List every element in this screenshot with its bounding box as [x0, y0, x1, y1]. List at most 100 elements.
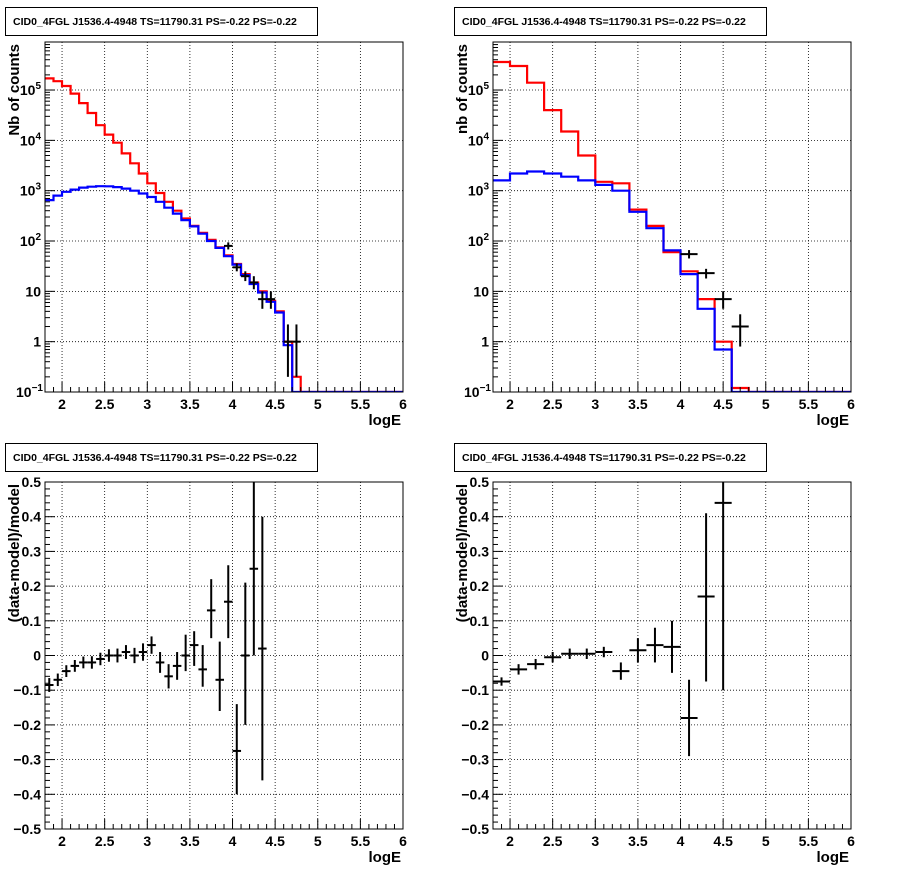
data-point	[697, 268, 715, 279]
grid	[45, 482, 403, 829]
data-point	[232, 263, 242, 272]
series-line-2	[493, 170, 851, 392]
y-tick-label: −0.2	[461, 717, 489, 733]
data-point	[697, 513, 715, 682]
data-point	[53, 673, 63, 687]
data-point	[629, 638, 647, 663]
data-point	[258, 291, 267, 309]
data-point	[87, 656, 97, 669]
x-tick-label: 6	[847, 396, 855, 412]
x-tick-label: 2	[506, 396, 514, 412]
data-point	[62, 665, 71, 678]
x-tick-label: 3	[591, 833, 599, 849]
data-point	[612, 662, 630, 680]
data-point	[578, 648, 596, 659]
y-tick-label: −0.4	[13, 786, 41, 802]
plot-area	[493, 60, 851, 392]
y-tick-label: 1	[33, 334, 41, 350]
data-point	[224, 242, 233, 250]
data-point	[172, 652, 182, 680]
chart-1: CID0_4FGL J1536.4-4948 TS=11790.31 PS=-0…	[5, 7, 407, 429]
chart-title: CID0_4FGL J1536.4-4948 TS=11790.31 PS=-0…	[13, 16, 297, 28]
x-tick-label: 3.5	[180, 833, 200, 849]
data-point	[544, 652, 562, 663]
data-point	[241, 582, 250, 725]
x-tick-label: 3.5	[180, 396, 200, 412]
data-point	[714, 291, 732, 309]
data-point	[241, 271, 250, 282]
series-line-1	[493, 60, 851, 392]
x-tick-label: 4.5	[713, 833, 733, 849]
x-tick-label: 5.5	[799, 396, 819, 412]
y-tick-label: −0.5	[461, 821, 489, 837]
series-line-1	[45, 77, 403, 392]
data-point	[595, 646, 613, 658]
y-tick-label: 10	[25, 283, 41, 299]
data-point	[70, 660, 80, 672]
series-line-2	[45, 185, 403, 392]
grid	[493, 42, 851, 392]
data-point	[680, 250, 698, 259]
x-tick-label: 2.5	[543, 833, 563, 849]
title-frame	[5, 443, 318, 472]
x-tick-label: 2	[58, 833, 66, 849]
data-point	[198, 645, 207, 687]
y-tick-label: −0.2	[13, 717, 41, 733]
y-tick-label: −0.5	[13, 821, 41, 837]
y-tick-label: 10−1	[464, 383, 491, 400]
x-tick-label: 4.5	[265, 396, 285, 412]
chart-title-box: CID0_4FGL J1536.4-4948 TS=11790.31 PS=-0…	[5, 7, 318, 36]
x-tick-label: 4.5	[265, 833, 285, 849]
x-tick-label: 6	[399, 396, 407, 412]
data-point	[527, 658, 545, 670]
data-point	[510, 664, 528, 675]
x-tick-label: 4	[677, 396, 685, 412]
chart-2: CID0_4FGL J1536.4-4948 TS=11790.31 PS=-0…	[454, 7, 855, 429]
data-point	[680, 679, 698, 757]
x-tick-label: 4	[677, 833, 685, 849]
data-point	[224, 565, 233, 639]
y-tick-label: −0.4	[461, 786, 489, 802]
x-tick-label: 5	[314, 833, 322, 849]
data-point	[283, 324, 293, 377]
data-point	[130, 647, 139, 664]
x-tick-label: 5	[762, 833, 770, 849]
data-point	[121, 645, 131, 659]
y-tick-label: 0.1	[22, 613, 42, 629]
x-tick-label: 3.5	[628, 396, 648, 412]
plot-area	[45, 77, 403, 392]
data-point	[266, 291, 276, 309]
chart-title-box: CID0_4FGL J1536.4-4948 TS=11790.31 PS=-0…	[5, 443, 318, 472]
y-tick-label: 1	[481, 334, 489, 350]
grid	[45, 42, 403, 392]
data-point	[249, 482, 259, 656]
x-axis-label: logE	[817, 849, 850, 866]
x-axis-label: logE	[369, 849, 402, 866]
x-tick-label: 2	[58, 396, 66, 412]
y-tick-label: 102	[20, 232, 42, 249]
y-tick-label: −0.3	[461, 752, 489, 768]
data-point	[646, 627, 664, 663]
y-tick-label: 103	[468, 182, 490, 199]
data-point	[147, 636, 156, 654]
data-point	[113, 648, 122, 663]
y-tick-label: 10−1	[16, 383, 43, 400]
chart-title: CID0_4FGL J1536.4-4948 TS=11790.31 PS=-0…	[462, 452, 746, 464]
y-axis: −0.5 −0.4 −0.3 −0.2 −0.1 0 0.1 0.2 0.3 0.4 0.5(dat…	[454, 474, 503, 837]
y-tick-label: 0.3	[22, 543, 42, 559]
y-tick-label: 0.2	[470, 578, 490, 594]
y-tick-label: 0.5	[22, 474, 42, 490]
y-tick-label: −0.1	[461, 682, 489, 698]
data-point	[258, 516, 267, 781]
y-axis: −0.5 −0.4 −0.3 −0.2 −0.1 0 0.1 0.2 0.3 0.4 0.5(dat…	[6, 474, 55, 837]
x-tick-label: 2.5	[95, 833, 115, 849]
title-frame	[454, 7, 767, 36]
data-point	[215, 641, 224, 712]
x-tick-label: 3.5	[628, 833, 648, 849]
x-tick-label: 5	[762, 396, 770, 412]
y-tick-label: 0.4	[470, 509, 490, 525]
